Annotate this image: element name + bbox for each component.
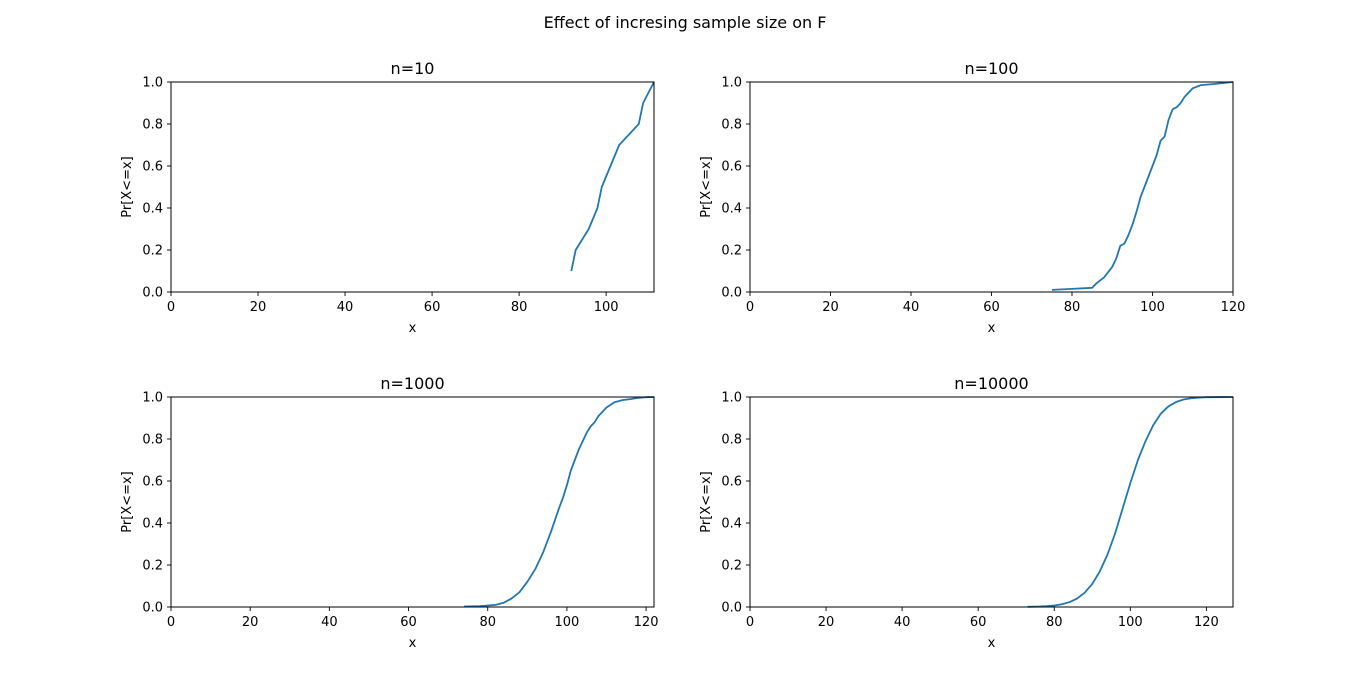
x-tick-label: 80 (479, 615, 496, 630)
x-tick-label: 20 (242, 615, 259, 630)
x-tick-label: 60 (983, 300, 1000, 315)
x-tick-label: 0 (746, 615, 754, 630)
y-tick-label: 0.4 (721, 517, 742, 532)
y-tick-label: 0.8 (142, 118, 163, 133)
y-tick-label: 0.0 (721, 286, 742, 301)
y-tick-label: 0.4 (142, 202, 163, 217)
subplot-title: n=1000 (380, 374, 444, 393)
x-tick-label: 60 (424, 300, 441, 315)
y-axis-label: Pr[X<=x] (120, 156, 135, 217)
y-tick-label: 0.2 (142, 244, 163, 259)
subplot-title: n=100 (964, 59, 1018, 78)
x-tick-label: 80 (1064, 300, 1081, 315)
y-tick-label: 0.6 (721, 475, 742, 490)
series-line-1 (1051, 81, 1234, 291)
y-tick-label: 0.4 (721, 202, 742, 217)
y-tick-label: 1.0 (721, 391, 742, 406)
series-line-1 (463, 396, 655, 608)
y-tick-label: 0.6 (142, 160, 163, 175)
x-tick-label: 60 (400, 615, 417, 630)
y-tick-label: 0.4 (142, 517, 163, 532)
x-axis-label: x (988, 321, 996, 336)
x-tick-label: 40 (337, 300, 354, 315)
y-tick-label: 0.8 (721, 118, 742, 133)
y-tick-label: 1.0 (142, 391, 163, 406)
axes-frame (170, 81, 655, 293)
x-axis-label: x (409, 636, 417, 651)
y-tick-label: 0.2 (721, 559, 742, 574)
y-tick-label: 0.8 (142, 433, 163, 448)
x-tick-label: 120 (634, 615, 659, 630)
y-tick-label: 0.0 (721, 601, 742, 616)
axes-frame (749, 396, 1234, 608)
x-tick-label: 60 (970, 615, 987, 630)
x-axis-label: x (409, 321, 417, 336)
axes-frame (749, 81, 1234, 293)
subplot-title: n=10000 (954, 374, 1028, 393)
x-tick-label: 40 (903, 300, 920, 315)
y-tick-label: 0.0 (142, 286, 163, 301)
y-tick-label: 0.0 (142, 601, 163, 616)
y-tick-label: 0.6 (721, 160, 742, 175)
y-tick-label: 1.0 (721, 76, 742, 91)
series-line-1 (570, 81, 655, 272)
y-axis-label: Pr[X<=x] (699, 156, 714, 217)
x-tick-label: 0 (746, 300, 754, 315)
x-tick-label: 0 (167, 615, 175, 630)
x-tick-label: 100 (554, 615, 579, 630)
y-tick-label: 0.2 (142, 559, 163, 574)
axes-frame (170, 396, 655, 608)
y-tick-label: 0.8 (721, 433, 742, 448)
x-tick-label: 100 (594, 300, 619, 315)
x-tick-label: 100 (1118, 615, 1143, 630)
x-tick-label: 0 (167, 300, 175, 315)
y-tick-label: 1.0 (142, 76, 163, 91)
x-tick-label: 120 (1221, 300, 1246, 315)
y-axis-label: Pr[X<=x] (699, 471, 714, 532)
subplot-2: n=100 0 20 40 60 80 100 120 0.0 0.2 0.4 0.6 0.8 1.0 x P… (699, 59, 1245, 336)
x-tick-label: 20 (250, 300, 267, 315)
subplots: n=100 20 40 60 80 1000.00.20.40.60.81.0xPr[X<… (120, 59, 1245, 651)
y-axis-label: Pr[X<=x] (120, 471, 135, 532)
subplot-4: n=10000 0 20 40 60 80 100 120 0.0 0.2 0.4 0.6 0.8 1.0… (699, 374, 1234, 651)
x-axis-label: x (988, 636, 996, 651)
x-tick-label: 100 (1140, 300, 1165, 315)
subplot-title: n=10 (391, 59, 435, 78)
series-line-1 (1027, 396, 1234, 608)
x-tick-label: 120 (1194, 615, 1219, 630)
subplot-1: n=10 0 20 40 60 80 100 0.0 0.2 0.4 0.6 0.8 1.0 x Pr[X<… (120, 59, 655, 336)
x-tick-label: 40 (894, 615, 911, 630)
x-tick-label: 80 (1046, 615, 1063, 630)
figure-suptitle: Effect of incresing sample size on F (544, 13, 827, 32)
y-tick-label: 0.6 (142, 475, 163, 490)
x-tick-label: 40 (321, 615, 338, 630)
y-tick-label: 0.2 (721, 244, 742, 259)
x-tick-label: 80 (511, 300, 528, 315)
x-tick-label: 20 (822, 300, 839, 315)
subplot-3: n=1000 0 20 40 60 80 100 120 0.0 0.2 0.4 0.6 0.8 1.0 x… (120, 374, 658, 651)
x-tick-label: 20 (818, 615, 835, 630)
